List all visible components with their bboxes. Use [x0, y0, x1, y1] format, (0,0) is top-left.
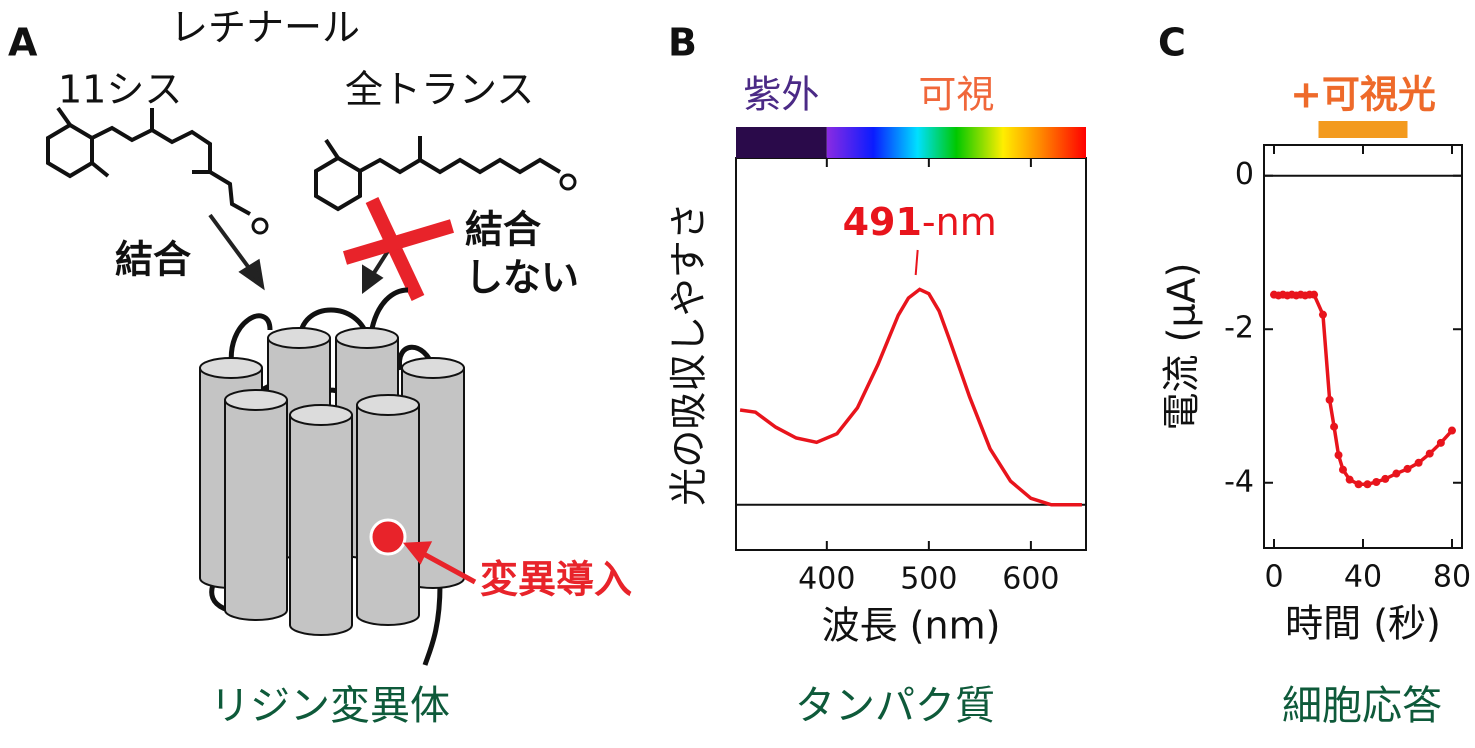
data-line [1273, 292, 1454, 487]
helix-top [335, 327, 399, 349]
y-tick-label: 0 [1235, 157, 1254, 192]
data-point [1403, 464, 1412, 473]
x-axis-label: 波長 (nm) [822, 604, 1001, 648]
data-point [1425, 449, 1434, 458]
caption: タンパク質 [795, 683, 995, 729]
data-point [1392, 469, 1401, 478]
y-axis-label: 光の吸収しやすさ [667, 202, 711, 506]
caption: 細胞応答 [1282, 683, 1442, 729]
panel-label: B [668, 21, 697, 65]
helix-top [356, 394, 420, 416]
data-point [1330, 422, 1339, 431]
annotation-value: 491 [843, 200, 922, 244]
stimulus-bar [1318, 121, 1408, 138]
data-point [1345, 475, 1354, 484]
loop [422, 584, 443, 666]
data-point [1381, 474, 1390, 483]
oxygen [251, 217, 269, 235]
caption: リジン変異体 [210, 683, 450, 729]
helix [224, 400, 288, 621]
x-axis-label: 時間 (秒) [1285, 602, 1441, 646]
data-point [1338, 465, 1347, 474]
helix-top [224, 389, 288, 411]
mutation-arrow [402, 541, 477, 585]
annotation-leader [914, 249, 919, 276]
cis-retinal [46, 106, 251, 216]
annotation-unit: -nm [922, 200, 997, 244]
data-point [1310, 290, 1319, 299]
visible-band [826, 127, 1086, 158]
x-tick-label: 500 [900, 562, 957, 597]
panel-label: C [1158, 21, 1186, 65]
visible-label: 可視 [918, 73, 994, 117]
oxygen [559, 173, 577, 191]
no-bind-label: 結合 [465, 208, 541, 252]
trans-label: 全トランス [345, 68, 534, 112]
trans-retinal [314, 136, 562, 212]
x-tick-label: 400 [798, 562, 855, 597]
y-tick-label: -4 [1224, 464, 1254, 499]
helix-top [199, 357, 263, 379]
cis-label: 11シス [58, 68, 182, 112]
helices [199, 287, 465, 666]
helix-top [289, 404, 353, 426]
helix [289, 415, 353, 636]
y-axis-label: 電流 (μA) [1160, 263, 1204, 431]
data-point [1363, 480, 1372, 489]
loop [228, 313, 273, 369]
bind-label: 結合 [115, 238, 191, 282]
x-tick-label: 80 [1433, 560, 1471, 595]
data-line [739, 287, 1082, 507]
molecule-label: レチナール [170, 6, 360, 50]
mutation-label: 変異導入 [480, 558, 632, 602]
data-point [1334, 451, 1343, 460]
no-bind-label: しない [465, 256, 579, 300]
data-point [1325, 395, 1334, 404]
y-tick-label: -2 [1224, 311, 1254, 346]
x-tick-label: 600 [1002, 562, 1059, 597]
stimulus-label: +可視光 [1290, 73, 1436, 117]
x-tick-label: 0 [1264, 560, 1283, 595]
data-point [1447, 426, 1456, 435]
plot-frame [1263, 144, 1463, 549]
data-point [1414, 458, 1423, 467]
data-point [1354, 480, 1363, 489]
helix-top [267, 327, 331, 349]
annotation: 491-nm [843, 200, 997, 244]
helix [356, 405, 420, 626]
mutation-site [369, 518, 407, 556]
uv-label: 紫外 [743, 73, 819, 117]
uv-band [736, 127, 827, 158]
panel-label: A [8, 21, 38, 65]
helix-top [401, 357, 465, 379]
data-point [1436, 438, 1445, 447]
cross [342, 197, 455, 301]
data-point [1372, 477, 1381, 486]
data-point [1318, 310, 1327, 319]
x-tick-label: 40 [1344, 560, 1382, 595]
